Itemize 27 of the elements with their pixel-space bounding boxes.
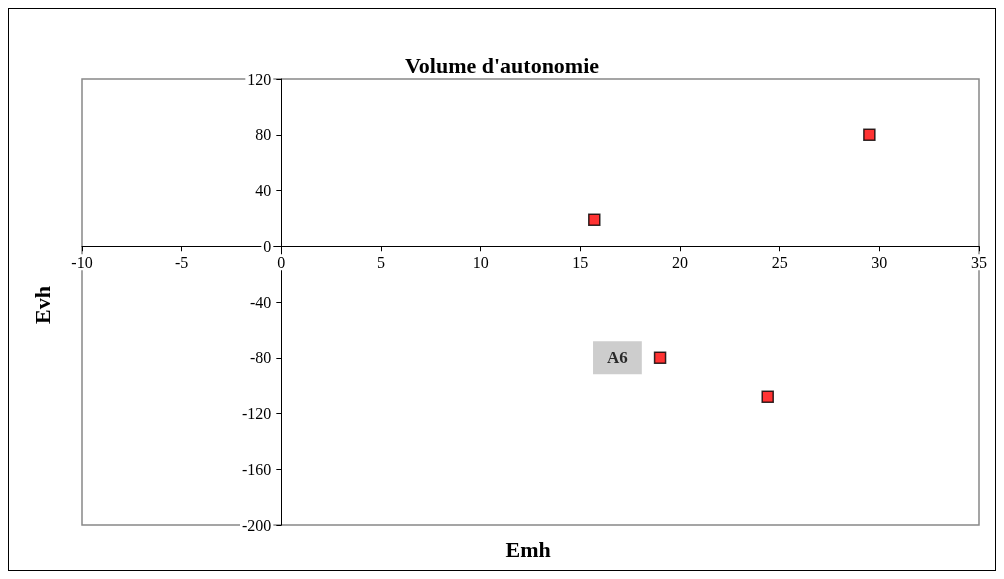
x-axis-title: Emh: [505, 536, 551, 562]
y-tick-label: -200: [242, 516, 272, 534]
annotation: A6: [607, 348, 628, 368]
x-tick-label: 30: [871, 253, 888, 271]
point: [761, 390, 774, 404]
x-tick-label: 15: [572, 253, 589, 271]
y-tick-label: 80: [255, 126, 272, 144]
chart-title: Volume d'autonomie: [404, 52, 600, 78]
y-axis-title: Evh: [29, 286, 55, 324]
y-tick-label: -40: [250, 293, 272, 311]
y-tick-label: 120: [247, 70, 272, 88]
y-tick-label: 40: [255, 182, 272, 199]
x-tick-label: -10: [71, 253, 93, 271]
x-tick-label: 35: [971, 253, 987, 271]
point: [653, 351, 667, 364]
x-tick-label: 10: [472, 253, 489, 271]
y-tick-label: -80: [250, 349, 272, 367]
y-tick-label: -120: [242, 405, 272, 422]
y-tick-label: -160: [242, 460, 272, 478]
x-tick-label: 25: [771, 253, 788, 271]
point: [863, 128, 876, 141]
point: [588, 213, 601, 227]
x-tick-label: 5: [377, 253, 385, 271]
x-tick-label: 20: [672, 253, 688, 271]
x-tick-label: -5: [175, 253, 189, 271]
x-tick-label: 0: [277, 253, 286, 271]
y-tick-label: 0: [263, 237, 272, 255]
